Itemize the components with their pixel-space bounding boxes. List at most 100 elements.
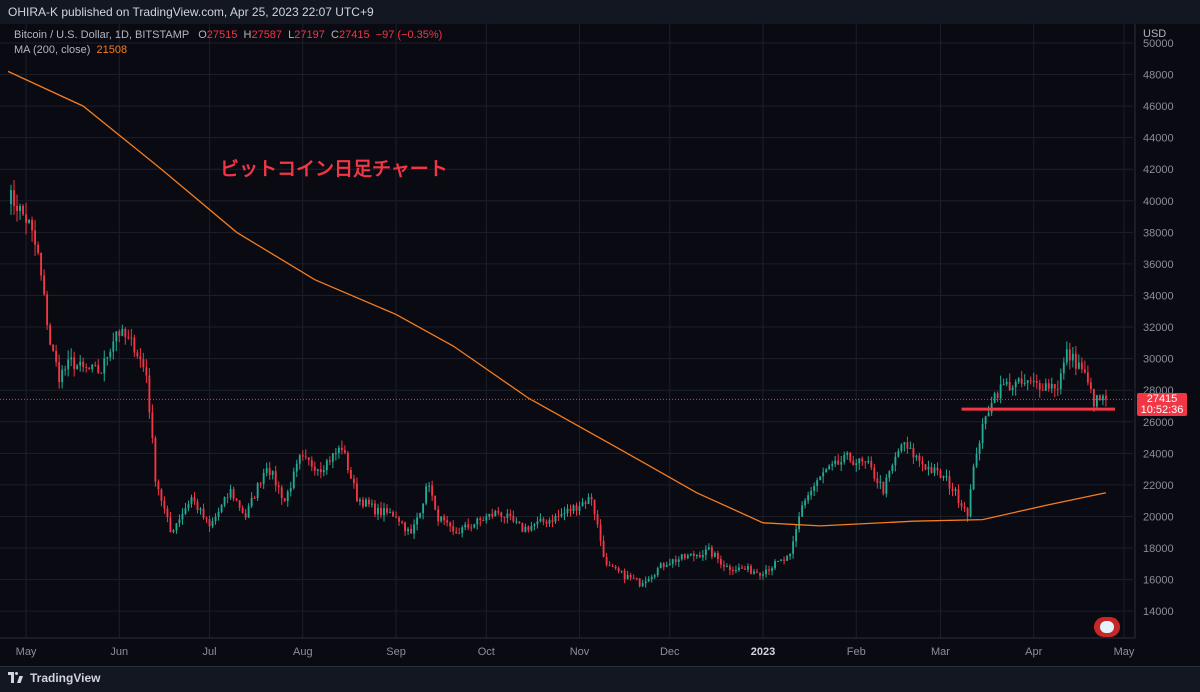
- candle-body: [1008, 381, 1011, 391]
- candle-body: [1029, 380, 1032, 382]
- candle-body: [277, 485, 280, 488]
- candle-body: [924, 464, 927, 470]
- candle-body: [268, 468, 271, 476]
- candle-body: [346, 452, 349, 471]
- ma-row: MA (200, close) 21508: [14, 43, 442, 58]
- x-tick-label: 2023: [751, 646, 775, 658]
- candle-body: [590, 497, 593, 500]
- moving-average-layer: [7, 70, 1107, 527]
- candle-body: [377, 507, 379, 515]
- candle-body: [575, 505, 578, 511]
- candle-body: [410, 528, 413, 534]
- open-value: 27515: [206, 29, 238, 41]
- candle-body: [828, 465, 831, 470]
- y-tick-label: 16000: [1143, 575, 1174, 587]
- candle-body: [262, 472, 265, 484]
- candle-body: [334, 452, 337, 454]
- candle-body: [88, 367, 91, 370]
- moving-average-line: [7, 70, 1107, 527]
- candle-body: [70, 357, 73, 360]
- x-tick-label: Nov: [570, 646, 590, 658]
- candle-body: [307, 457, 310, 461]
- candle-body: [1047, 383, 1050, 389]
- candle-body: [64, 369, 67, 371]
- candle-body: [443, 516, 446, 521]
- candle-body: [738, 567, 740, 571]
- candle-body: [476, 518, 479, 525]
- candle-body: [948, 476, 951, 489]
- candle-body: [650, 576, 653, 579]
- candle-body: [289, 488, 292, 492]
- candle-body: [313, 466, 316, 471]
- tradingview-logo[interactable]: TradingView: [8, 671, 100, 685]
- candle-body: [969, 489, 972, 517]
- flag-icon[interactable]: [1094, 617, 1120, 637]
- candle-body: [783, 559, 786, 561]
- candle-body: [951, 488, 954, 492]
- candle-body: [130, 337, 133, 339]
- candle-body: [680, 554, 683, 560]
- candle-body: [608, 564, 611, 566]
- candle-body: [966, 508, 969, 517]
- candle-body: [256, 483, 259, 499]
- candle-body: [220, 504, 223, 512]
- candle-body: [473, 524, 476, 528]
- candle-body: [1053, 384, 1056, 389]
- candle-body: [136, 352, 139, 357]
- y-tick-label: 18000: [1143, 543, 1174, 555]
- candle-body: [1056, 388, 1059, 390]
- candle-body: [792, 541, 795, 554]
- candle-body: [954, 489, 957, 492]
- y-tick-label: 14000: [1143, 606, 1174, 618]
- candle-body: [407, 528, 409, 532]
- candle-body: [539, 518, 542, 522]
- x-tick-label: Aug: [293, 646, 313, 658]
- x-tick-label: Apr: [1025, 646, 1042, 658]
- candle-body: [250, 497, 253, 507]
- y-tick-label: 32000: [1143, 322, 1174, 334]
- candle-body: [325, 460, 328, 471]
- candle-body: [993, 393, 996, 404]
- candle-body: [22, 205, 24, 215]
- candle-body: [1035, 380, 1038, 383]
- candle-body: [602, 540, 605, 558]
- candle-body: [701, 555, 704, 558]
- candle-body: [274, 471, 277, 486]
- candle-body: [521, 523, 524, 532]
- candle-body: [623, 570, 626, 580]
- price-chart[interactable]: May Jun Jul Aug Sep Oct Nov Dec 2023 Feb Mar Apr May…: [0, 24, 1200, 666]
- candle-body: [298, 455, 301, 464]
- candle-body: [704, 549, 707, 556]
- candle-body: [807, 495, 810, 501]
- candle-body: [611, 565, 614, 567]
- candle-body: [1050, 384, 1053, 389]
- candle-body: [497, 511, 500, 513]
- candle-body: [247, 506, 250, 518]
- candle-body: [831, 464, 834, 466]
- candle-body: [1005, 381, 1008, 385]
- candle-body: [725, 566, 728, 568]
- candle-body: [241, 507, 244, 514]
- candle-body: [804, 500, 807, 506]
- candle-body: [16, 205, 18, 211]
- candle-body: [765, 569, 767, 575]
- chart-area[interactable]: May Jun Jul Aug Sep Oct Nov Dec 2023 Feb Mar Apr May…: [0, 24, 1200, 666]
- candle-body: [653, 575, 656, 577]
- candle-body: [647, 578, 650, 582]
- candle-body: [349, 470, 352, 479]
- candle-body: [500, 512, 503, 517]
- candle-body: [286, 491, 289, 502]
- candle-body: [921, 461, 924, 465]
- candle-body: [849, 452, 852, 461]
- last-price-label: 27415 10:52:36: [1137, 393, 1187, 417]
- candle-body: [398, 517, 400, 522]
- candle-body: [524, 526, 527, 532]
- candle-body: [515, 521, 518, 523]
- candle-body: [154, 438, 157, 482]
- y-tick-label: 36000: [1143, 259, 1174, 271]
- y-tick-label: 48000: [1143, 70, 1174, 82]
- open-label: O: [198, 29, 207, 41]
- candle-body: [46, 294, 49, 326]
- candle-body: [527, 526, 530, 531]
- candle-body: [786, 556, 789, 561]
